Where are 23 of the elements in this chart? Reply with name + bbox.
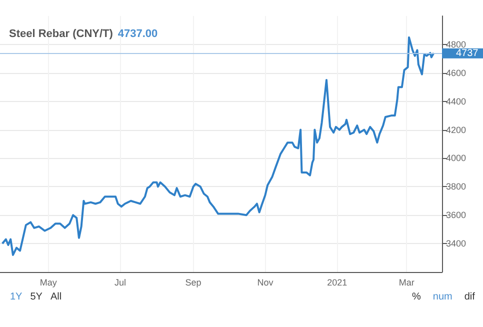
text: dif [464,292,476,302]
y-tick-label: 4800 [446,39,466,50]
ref-line-label: 4737 [456,48,479,59]
text: 5Y [30,292,43,302]
x-tick-label: May [40,278,58,288]
y-tick-label: 4400 [446,96,466,106]
text: 1Y [10,292,23,302]
y-tick-label: 4000 [446,153,466,164]
x-tick-label: Nov [257,278,274,288]
x-tick-label: Mar [398,278,414,288]
y-tick-label: 3400 [446,238,466,249]
text: % [412,292,421,302]
text: Steel Rebar (CNY/T) [9,28,114,40]
x-tick-label: Sep [185,278,202,288]
y-tick-label: 3800 [446,182,466,192]
x-tick-label: 2021 [327,278,348,288]
y-tick-label: 3600 [446,210,466,220]
text: All [50,292,62,302]
y-tick-label: 4600 [446,68,466,78]
text: num [432,292,452,302]
x-tick-label: Jul [114,278,126,288]
y-tick-label: 4200 [446,124,466,135]
text: 4737.00 [118,28,158,40]
